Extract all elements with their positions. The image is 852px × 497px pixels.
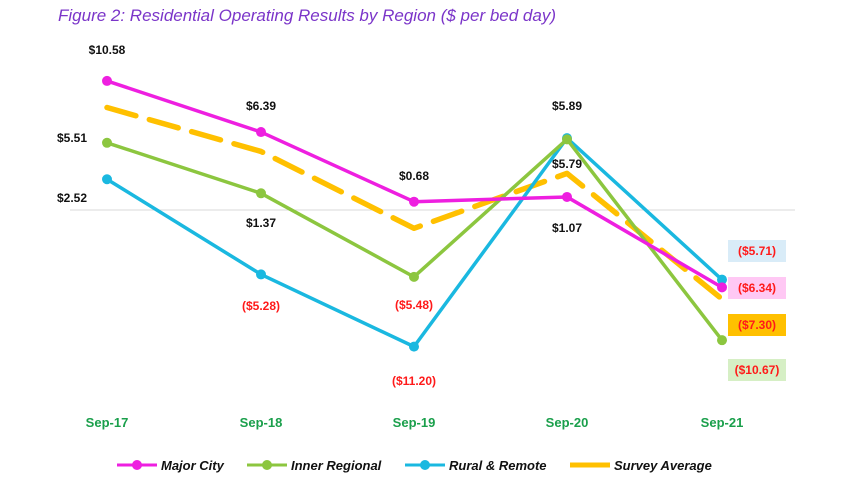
data-label-rural-remote: ($11.20) [392, 374, 436, 388]
data-label-survey-average: ($7.30) [738, 318, 776, 332]
data-point-major-city [256, 127, 266, 138]
legend-label: Survey Average [614, 458, 712, 473]
data-point-rural-remote [256, 269, 266, 280]
data-point-inner-regional [717, 335, 727, 346]
data-label-inner-regional: ($5.48) [395, 298, 433, 312]
data-point-rural-remote [717, 274, 727, 285]
data-label-major-city: $1.07 [552, 221, 582, 235]
data-point-inner-regional [256, 188, 266, 199]
data-label-rural-remote: $5.89 [552, 99, 582, 113]
data-label-inner-regional: $1.37 [246, 216, 276, 230]
data-label-inner-regional: $5.79 [552, 157, 582, 171]
data-label-inner-regional: $5.51 [57, 131, 87, 145]
data-label-rural-remote: ($5.28) [242, 299, 280, 313]
series-line-survey-average [104, 104, 725, 302]
legend-label: Inner Regional [291, 458, 382, 473]
x-tick-label: Sep-20 [546, 415, 589, 430]
data-point-major-city [409, 196, 419, 207]
data-label-inner-regional: ($10.67) [735, 363, 780, 377]
x-tick-label: Sep-17 [86, 415, 129, 430]
chart-title: Figure 2: Residential Operating Results … [58, 6, 556, 25]
data-point-inner-regional [562, 134, 572, 145]
legend-item-survey-average: Survey Average [570, 458, 712, 473]
data-point-major-city [562, 191, 572, 202]
series-line-major-city [105, 79, 724, 290]
data-point-rural-remote [102, 174, 112, 185]
data-label-rural-remote: ($5.71) [738, 244, 776, 258]
data-point-major-city [717, 282, 727, 293]
legend-marker [262, 460, 272, 470]
data-label-badge [728, 359, 786, 381]
legend-marker [132, 460, 142, 470]
data-label-major-city: $0.68 [399, 169, 429, 183]
legend-item-rural-remote: Rural & Remote [405, 458, 547, 473]
legend-label: Rural & Remote [449, 458, 547, 473]
data-point-rural-remote [409, 341, 419, 352]
data-label-badge [728, 314, 786, 336]
data-label-major-city: $6.39 [246, 99, 276, 113]
data-label-rural-remote: $2.52 [57, 191, 87, 205]
x-tick-label: Sep-21 [701, 415, 744, 430]
data-label-badge [728, 240, 786, 262]
legend-label: Major City [161, 458, 225, 473]
x-axis: Sep-17 Sep-18 Sep-19 Sep-20 Sep-21 [86, 415, 744, 430]
data-label-major-city: $10.58 [89, 43, 126, 57]
data-label-badge [728, 277, 786, 299]
x-tick-label: Sep-19 [393, 415, 436, 430]
data-point-inner-regional [409, 271, 419, 282]
data-point-major-city [102, 75, 112, 86]
data-label-major-city: ($6.34) [738, 281, 776, 295]
series-layer [102, 75, 727, 352]
legend-item-inner-regional: Inner Regional [247, 458, 382, 473]
x-tick-label: Sep-18 [240, 415, 283, 430]
data-label-layer: $10.58 $6.39 $0.68 $1.07 ($6.34) $5.51 $1.37 ($… [57, 43, 786, 388]
legend: Major City Inner Regional Rural & Remote Su… [117, 458, 712, 473]
data-point-inner-regional [102, 137, 112, 148]
legend-marker [420, 460, 430, 470]
legend-item-major-city: Major City [117, 458, 225, 473]
